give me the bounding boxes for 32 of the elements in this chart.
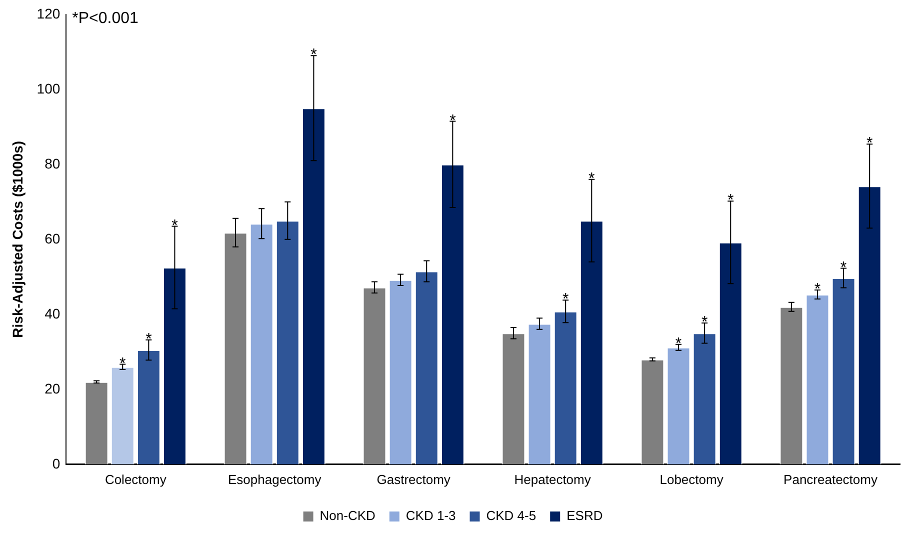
data-label: * [840, 259, 847, 276]
x-tick-label: Esophagectomy [228, 472, 322, 487]
data-label: * [675, 335, 682, 352]
x-tick-label: Colectomy [104, 472, 167, 487]
legend-label: ESRD [566, 508, 603, 524]
y-tick-label: 100 [36, 80, 60, 96]
y-tick-label: 60 [44, 230, 60, 246]
data-label: * [588, 170, 595, 188]
data-label: * [701, 314, 708, 332]
x-tick-label: Hepatectomy [514, 472, 592, 487]
data-label: * [146, 330, 152, 348]
y-tick-label: 0 [52, 455, 60, 472]
legend-label: CKD 4-5 [486, 508, 536, 524]
legend-label: Non-CKD [320, 508, 376, 524]
data-label: * [172, 217, 178, 234]
legend-label: CKD 1-3 [406, 508, 456, 524]
x-tick-label: Pancreatectomy [784, 472, 878, 487]
data-label: * [814, 281, 821, 298]
annotation: *P<0.001 [72, 10, 139, 27]
x-tick-label: Lobectomy [660, 472, 724, 487]
data-label: * [310, 46, 317, 64]
data-label: * [450, 112, 456, 130]
data-label: * [728, 192, 734, 210]
y-tick-label: 20 [44, 380, 60, 396]
data-label: * [120, 355, 126, 372]
y-tick-label: 80 [44, 155, 60, 172]
y-axis-title: Risk-Adjusted Costs ($1000s) [9, 140, 26, 338]
x-tick-label: Gastrectomy [376, 472, 451, 487]
y-tick-label: 120 [36, 5, 60, 22]
data-label: * [562, 291, 569, 308]
data-label: * [866, 135, 873, 152]
y-tick-label: 40 [44, 305, 60, 322]
